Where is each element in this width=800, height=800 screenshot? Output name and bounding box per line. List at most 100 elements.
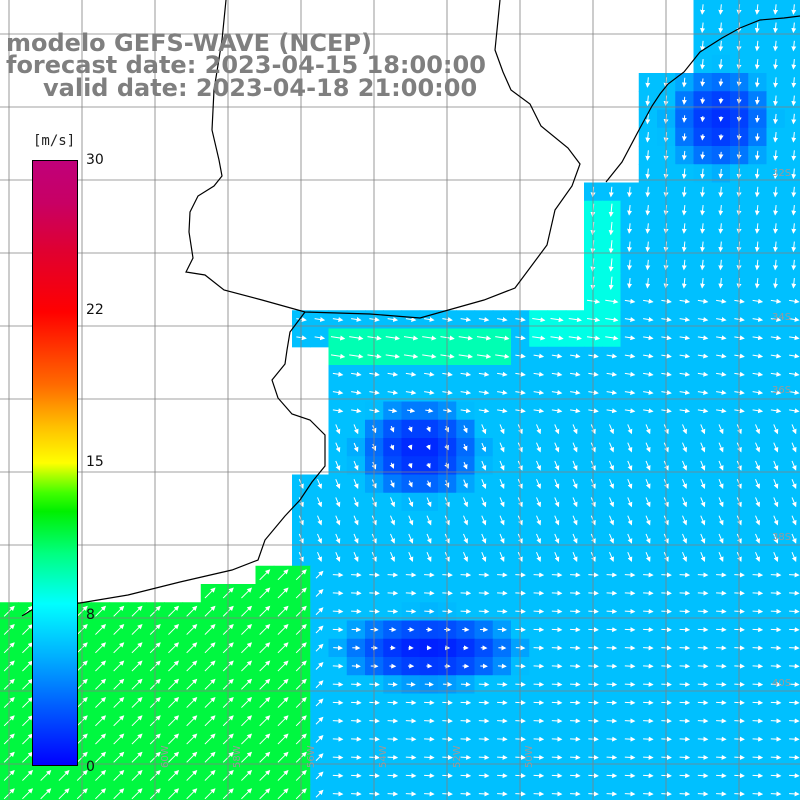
wind-cell — [419, 784, 439, 800]
wind-cell — [784, 511, 800, 530]
wind-arrow — [681, 133, 687, 142]
wind-cell — [784, 438, 800, 457]
wind-cell — [365, 784, 384, 800]
lat-label: 36S — [772, 385, 791, 396]
wind-cell — [219, 784, 238, 800]
lat-label: 40S — [772, 678, 791, 689]
wind-cell — [18, 784, 38, 800]
wind-arrow — [681, 96, 687, 105]
lat-label: 38S — [772, 532, 791, 543]
wind-cell — [36, 784, 56, 800]
wind-cell — [91, 784, 111, 800]
wind-arrow — [718, 134, 724, 141]
colorbar-tick: 30 — [86, 152, 104, 168]
wind-cell — [784, 346, 800, 366]
lon-label: 52W — [452, 745, 463, 768]
wind-cell — [784, 383, 800, 403]
wind-cell — [438, 784, 457, 800]
wind-cell — [675, 784, 695, 800]
colorbar-tick: 15 — [86, 454, 104, 470]
wind-cell — [620, 784, 640, 800]
valid-date: valid date: 2023-04-18 21:00:00 — [43, 74, 478, 102]
wind-cell — [602, 784, 622, 800]
wind-cell — [511, 784, 530, 800]
lon-label: 54W — [378, 745, 389, 768]
wind-arrow — [700, 151, 706, 160]
wind-cell — [657, 784, 676, 800]
wind-cell — [784, 146, 800, 165]
colorbar — [32, 160, 78, 766]
wind-arrow — [700, 134, 706, 141]
wind-cell — [547, 784, 567, 800]
wind-cell — [474, 784, 494, 800]
wind-cell — [127, 784, 147, 800]
wind-cell — [182, 784, 202, 800]
wind-cell — [784, 401, 800, 421]
wind-cell — [730, 784, 749, 800]
wind-arrow — [754, 115, 760, 123]
wind-cell — [784, 255, 800, 275]
colorbar-tick: 22 — [86, 302, 104, 318]
wind-cell — [784, 273, 800, 293]
colorbar-tick: 0 — [86, 759, 95, 775]
wind-cell — [328, 784, 348, 800]
wind-arrow — [718, 97, 724, 104]
wind-cell — [784, 219, 800, 238]
wind-cell — [711, 784, 731, 800]
lat-label: 34S — [772, 312, 791, 323]
lon-label: 60W — [160, 745, 171, 768]
wind-cell — [784, 54, 800, 74]
wind-arrow — [700, 97, 706, 105]
wind-cell — [54, 784, 74, 800]
lon-label: 50W — [524, 745, 535, 768]
lon-label: 58W — [232, 745, 243, 768]
wind-cell — [0, 784, 19, 800]
wind-cell — [109, 784, 129, 800]
wind-arrow — [718, 78, 724, 87]
wind-cell — [784, 292, 800, 311]
wind-cell — [492, 784, 512, 800]
lat-label: 32S — [772, 168, 791, 179]
wind-cell — [693, 784, 713, 800]
colorbar-tick: 8 — [86, 607, 95, 623]
wind-cell — [237, 784, 257, 800]
wind-cell — [383, 784, 403, 800]
wind-cell — [784, 547, 800, 567]
wind-cell — [292, 784, 311, 800]
wind-cell — [73, 784, 92, 800]
wind-cell — [748, 784, 768, 800]
wind-cell — [146, 784, 165, 800]
wind-cell — [784, 492, 800, 512]
wind-cell — [784, 310, 800, 330]
wind-cell — [784, 474, 800, 494]
wind-cell — [784, 365, 800, 384]
wind-cell — [456, 784, 476, 800]
wind-cell — [784, 200, 800, 220]
wind-cell — [565, 784, 585, 800]
wind-cell — [346, 784, 366, 800]
wind-cell — [784, 419, 800, 439]
wind-cell — [529, 784, 549, 800]
wind-cell — [200, 784, 220, 800]
wind-cell — [784, 784, 800, 800]
wind-cell — [784, 328, 800, 348]
wind-cell — [401, 784, 421, 800]
wind-cell — [164, 784, 184, 800]
wind-cell — [784, 73, 800, 92]
wind-arrow — [700, 116, 706, 123]
wind-cell — [273, 784, 293, 800]
wind-cell — [784, 182, 800, 202]
wind-cell — [766, 784, 786, 800]
wind-cell — [255, 784, 275, 800]
colorbar-units: [m/s] — [33, 133, 76, 149]
wind-cell — [638, 784, 658, 800]
wind-arrow — [681, 115, 687, 123]
wind-arrow — [718, 151, 724, 160]
lon-label: 56W — [306, 745, 317, 768]
wind-cell — [584, 784, 603, 800]
wind-cell — [784, 36, 800, 56]
wind-cell — [310, 784, 330, 800]
wind-cell — [784, 109, 800, 129]
